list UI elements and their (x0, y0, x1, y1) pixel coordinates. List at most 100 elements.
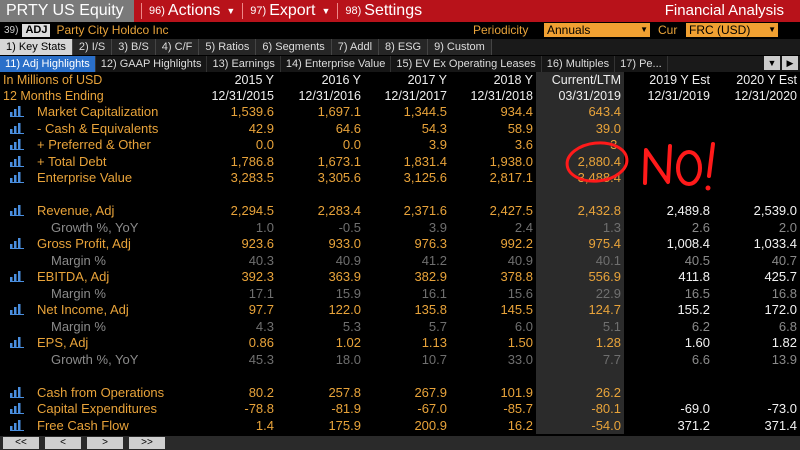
table-cell[interactable]: 15.6 (507, 285, 533, 301)
table-cell[interactable]: 80.2 (248, 384, 274, 400)
table-cell[interactable]: 2,283.4 (317, 203, 361, 218)
table-cell[interactable] (536, 368, 624, 385)
table-cell[interactable]: 3,283.5 (230, 170, 274, 185)
table-cell[interactable]: 3. (536, 137, 624, 154)
table-cell[interactable]: 7.7 (536, 351, 624, 368)
tab-ratios[interactable]: 5) Ratios (199, 39, 257, 55)
table-cell[interactable]: 257.8 (328, 384, 361, 400)
table-cell[interactable] (536, 186, 624, 203)
table-cell[interactable]: 923.6 (241, 236, 274, 251)
table-cell[interactable]: 371.4 (764, 417, 797, 433)
actions-menu[interactable]: 96) Actions ▼ (149, 0, 235, 22)
chart-icon[interactable] (10, 155, 24, 167)
last-page-button[interactable]: >> (129, 437, 165, 449)
table-cell[interactable]: 10.7 (421, 351, 447, 367)
currency-select[interactable]: FRC (USD) ▼ (686, 23, 778, 37)
table-cell[interactable] (624, 385, 713, 402)
settings-menu[interactable]: 98) Settings (345, 0, 422, 22)
table-cell[interactable] (713, 121, 800, 138)
table-cell[interactable]: 4.3 (255, 318, 274, 334)
table-cell[interactable]: 267.9 (414, 384, 447, 400)
table-cell[interactable]: 39.0 (536, 120, 624, 137)
table-cell[interactable]: 1.3 (536, 219, 624, 236)
chart-icon[interactable] (10, 237, 24, 249)
table-cell[interactable]: 15.9 (335, 285, 361, 301)
table-cell[interactable]: 378.8 (500, 269, 533, 284)
tab-esg[interactable]: 8) ESG (379, 39, 429, 55)
table-cell[interactable]: 3,305.6 (317, 170, 361, 185)
table-cell[interactable] (713, 385, 800, 402)
table-cell[interactable]: 3.9 (428, 219, 447, 235)
subtab-multiples[interactable]: 16) Multiples (541, 56, 616, 72)
adj-badge[interactable]: ADJ (22, 23, 51, 37)
table-cell[interactable]: 5.7 (428, 318, 447, 334)
table-cell[interactable] (624, 121, 713, 138)
table-cell[interactable]: 0.86 (248, 335, 274, 350)
table-cell[interactable]: 40.1 (536, 252, 624, 269)
table-cell[interactable]: 643.4 (536, 104, 624, 121)
table-cell[interactable]: -73.0 (767, 401, 797, 416)
table-cell[interactable]: 1.0 (255, 219, 274, 235)
table-cell[interactable]: 97.7 (248, 302, 274, 317)
table-cell[interactable] (277, 187, 364, 204)
table-cell[interactable] (364, 368, 450, 385)
first-page-button[interactable]: << (3, 437, 39, 449)
chart-icon[interactable] (10, 105, 24, 117)
table-cell[interactable] (624, 368, 713, 385)
table-cell[interactable]: 200.9 (414, 417, 447, 433)
table-cell[interactable]: 40.3 (248, 252, 274, 268)
table-cell[interactable]: 3.6 (514, 137, 533, 152)
table-cell[interactable] (713, 170, 800, 187)
table-cell[interactable]: 2,371.6 (403, 203, 447, 218)
table-cell[interactable]: 13.9 (771, 351, 797, 367)
table-cell[interactable]: 6.6 (691, 351, 710, 367)
table-cell[interactable]: 175.9 (328, 417, 361, 433)
table-cell[interactable]: 371.2 (677, 417, 710, 433)
table-cell[interactable]: 2,432.8 (536, 203, 624, 220)
table-cell[interactable]: 40.9 (507, 252, 533, 268)
tab-cash-flow[interactable]: 4) C/F (155, 39, 200, 55)
table-cell[interactable]: 1,033.4 (753, 236, 797, 251)
table-cell[interactable] (713, 154, 800, 171)
table-cell[interactable] (624, 187, 713, 204)
table-cell[interactable]: 411.8 (678, 269, 710, 284)
chart-icon[interactable] (10, 386, 24, 398)
tab-custom[interactable]: 9) Custom (428, 39, 492, 55)
security-ticker[interactable]: PRTY US Equity (0, 0, 134, 22)
table-cell[interactable]: 382.9 (414, 269, 447, 284)
table-cell[interactable]: 1,697.1 (317, 104, 361, 119)
table-cell[interactable]: 41.2 (421, 252, 447, 268)
table-cell[interactable]: 976.3 (414, 236, 447, 251)
chart-icon[interactable] (10, 204, 24, 216)
table-cell[interactable] (450, 187, 536, 204)
table-cell[interactable]: 1,938.0 (489, 153, 533, 169)
chart-icon[interactable] (10, 138, 24, 150)
table-cell[interactable]: 2,294.5 (230, 203, 274, 218)
table-cell[interactable]: 1,786.8 (230, 153, 274, 169)
table-cell[interactable]: 392.3 (241, 269, 274, 284)
chart-icon[interactable] (10, 303, 24, 315)
table-cell[interactable] (713, 104, 800, 121)
table-cell[interactable] (624, 170, 713, 187)
table-cell[interactable]: 975.4 (536, 236, 624, 253)
table-cell[interactable]: 556.9 (536, 269, 624, 286)
chart-icon[interactable] (10, 336, 24, 348)
table-cell[interactable]: 1.28 (536, 335, 624, 352)
table-cell[interactable]: 363.9 (328, 269, 361, 284)
chart-icon[interactable] (10, 270, 24, 282)
table-cell[interactable]: 1.82 (771, 335, 797, 350)
chevron-right-icon[interactable]: ▶ (782, 56, 798, 70)
table-cell[interactable] (713, 187, 800, 204)
subtab-adj-highlights[interactable]: 11) Adj Highlights (0, 56, 96, 72)
table-cell[interactable]: 3.9 (428, 137, 447, 152)
table-cell[interactable]: 18.0 (335, 351, 361, 367)
table-cell[interactable]: 1.60 (684, 335, 710, 350)
subtab-gaap-highlights[interactable]: 12) GAAP Highlights (95, 56, 208, 72)
table-cell[interactable]: 3,488.4 (536, 170, 624, 187)
table-cell[interactable] (713, 137, 800, 154)
subtab-per-share[interactable]: 17) Pe... (615, 56, 668, 72)
table-cell[interactable]: 122.0 (328, 302, 361, 317)
table-cell[interactable]: -67.0 (417, 401, 447, 416)
table-cell[interactable]: 0.0 (255, 137, 274, 152)
table-cell[interactable]: 124.7 (536, 302, 624, 319)
